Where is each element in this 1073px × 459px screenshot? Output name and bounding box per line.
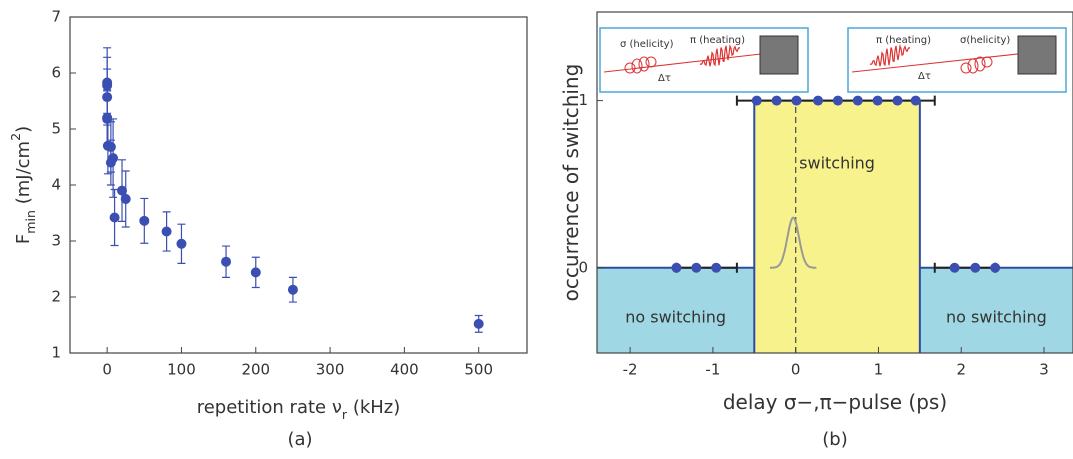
helix: [631, 58, 643, 74]
y-tick-label: 3: [51, 232, 61, 250]
data-point: [711, 262, 722, 273]
y-tick-label: 6: [51, 64, 61, 82]
helix: [981, 56, 993, 68]
caption: (b): [822, 429, 847, 450]
data-point: [120, 194, 131, 204]
data-point: [109, 212, 120, 223]
data-point: [108, 153, 119, 164]
x-tick-label: 2: [956, 361, 966, 379]
y-tick-label: 1: [578, 91, 588, 109]
region: [597, 267, 755, 353]
y-tick-label: 0: [578, 258, 588, 276]
y-tick-label: 7: [51, 8, 61, 26]
helix: [960, 62, 972, 74]
data-point: [671, 262, 682, 273]
data-point: [892, 95, 903, 106]
x-tick-label: 200: [241, 361, 270, 379]
label-part: (kHz): [347, 397, 400, 418]
x-tick-label: 100: [167, 361, 196, 379]
pulse-curve: [770, 216, 817, 269]
inset-label: π (heating): [876, 35, 931, 46]
data-point: [910, 95, 921, 106]
data-point: [813, 95, 824, 106]
data-point: [771, 95, 782, 106]
region: [919, 267, 1073, 353]
data-point: [117, 185, 128, 196]
x-tick-label: -2: [623, 361, 638, 379]
label-part: occurrence of switching: [559, 64, 583, 302]
helix: [624, 62, 636, 74]
x-tick-label: 3: [1039, 361, 1049, 379]
region-label: no switching: [625, 307, 726, 326]
helix: [967, 58, 979, 74]
y-tick-label: 5: [51, 120, 61, 138]
label-part: 2: [8, 133, 23, 141]
pulse: [869, 43, 911, 67]
y-tick-label: 4: [51, 176, 61, 194]
helix: [645, 56, 657, 68]
inset-label: σ (helicity): [620, 39, 674, 50]
y-axis-label: Fmin (mJ/cm2): [8, 126, 38, 244]
data-point: [287, 284, 298, 295]
data-point: [791, 95, 802, 106]
x-tick-label: 1: [874, 361, 884, 379]
region-label: switching: [799, 154, 875, 173]
y-tick-label: 2: [51, 288, 61, 306]
region: [754, 100, 920, 353]
data-point: [852, 95, 863, 106]
data-point: [872, 95, 883, 106]
x-tick-label: 400: [390, 361, 419, 379]
x-tick-label: 0: [102, 361, 112, 379]
label-part: repetition rate ν: [197, 397, 342, 418]
inset-label: σ(helicity): [960, 35, 1010, 46]
label-part: (mJ/cm: [13, 141, 34, 210]
label-part: F: [13, 234, 34, 244]
plot-frame: [69, 16, 528, 354]
data-point: [139, 215, 150, 226]
beam: [603, 51, 779, 73]
helix: [974, 56, 986, 72]
label-part: delay σ−,π−pulse (ps): [723, 390, 947, 414]
beam: [851, 51, 1037, 73]
data-point: [990, 262, 1001, 273]
y-axis-label: occurrence of switching: [559, 64, 583, 302]
sample: [1017, 35, 1057, 75]
inset: π (heating) σ(helicity) Δτ: [847, 27, 1067, 93]
data-point: [691, 262, 702, 273]
data-point: [832, 95, 843, 106]
x-tick-label: 0: [791, 361, 801, 379]
y-tick-label: 1: [51, 344, 61, 362]
data-point: [970, 262, 981, 273]
sample: [759, 35, 799, 75]
data-point: [250, 267, 261, 278]
label-part: ): [13, 126, 34, 133]
inset-label: Δτ: [918, 71, 931, 82]
plot-frame: [596, 11, 1073, 354]
inset-label: π (heating): [690, 35, 745, 46]
pulse: [699, 43, 741, 67]
label-part: r: [342, 407, 348, 422]
x-tick-label: -1: [705, 361, 720, 379]
inset: σ (helicity) π (heating) Δτ: [599, 27, 809, 93]
x-axis-label: repetition rate νr (kHz): [197, 397, 401, 422]
data-point: [221, 256, 232, 267]
data-point: [161, 226, 172, 237]
caption: (a): [287, 429, 312, 450]
inset-label: Δτ: [658, 73, 671, 84]
region-label: no switching: [946, 307, 1047, 326]
data-point: [176, 238, 187, 249]
data-point: [473, 318, 484, 329]
data-point: [949, 262, 960, 273]
x-tick-label: 500: [464, 361, 493, 379]
x-axis-label: delay σ−,π−pulse (ps): [723, 390, 947, 414]
label-part: min: [23, 210, 38, 234]
x-tick-label: 300: [316, 361, 345, 379]
helix: [638, 56, 650, 72]
data-point: [751, 95, 762, 106]
